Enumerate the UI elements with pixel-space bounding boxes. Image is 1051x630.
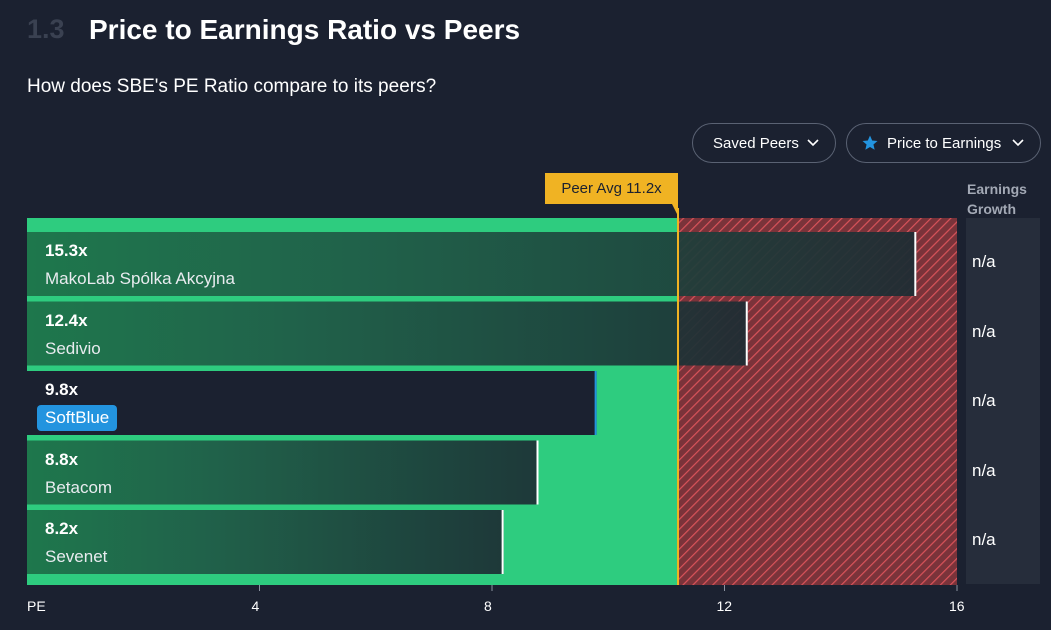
peer-avg-label: Peer Avg 11.2x	[545, 173, 678, 204]
earnings-growth-header[interactable]: Earnings Growth	[967, 179, 1027, 220]
chevron-down-icon	[807, 139, 819, 147]
earnings-growth-value: n/a	[972, 530, 996, 549]
x-tick-label: 8	[484, 598, 492, 614]
earnings-growth-value: n/a	[972, 252, 996, 271]
company-name[interactable]: Sevenet	[45, 547, 108, 566]
section-number: 1.3	[27, 14, 65, 44]
section-title: Price to Earnings Ratio vs Peers	[89, 14, 521, 45]
bar-2[interactable]	[27, 371, 597, 435]
bar-value-label: 12.4x	[45, 310, 88, 330]
bar-value-label: 8.8x	[45, 449, 79, 469]
metric-dropdown[interactable]: Price to Earnings	[846, 123, 1041, 163]
bar-4[interactable]	[27, 510, 504, 574]
company-name[interactable]: Betacom	[45, 477, 113, 497]
earnings-growth-value: n/a	[972, 321, 996, 341]
bar-1[interactable]	[27, 301, 748, 366]
earnings-growth-value: n/a	[972, 460, 996, 480]
bar-value-label: 9.8x	[45, 380, 79, 399]
earnings-growth-value: n/a	[972, 391, 996, 410]
saved-peers-dropdown[interactable]: Saved Peers	[692, 123, 836, 163]
bar-value-label: 8.2x	[45, 519, 79, 538]
star-icon	[862, 135, 878, 150]
chevron-down-icon	[1012, 139, 1024, 147]
peer-avg-pointer	[672, 204, 678, 216]
x-tick-label: 12	[716, 598, 733, 614]
company-name[interactable]: MakoLab Spólka Akcyjna	[45, 269, 235, 288]
company-name[interactable]: Sedivio	[45, 338, 101, 358]
chart-subtitle: How does SBE's PE Ratio compare to its p…	[27, 76, 437, 97]
x-tick-label: 16	[949, 598, 965, 614]
x-axis-label: PE	[27, 598, 46, 614]
bar-value-label: 15.3x	[45, 241, 88, 260]
earnings-growth-panel	[966, 218, 1040, 584]
saved-peers-label: Saved Peers	[713, 134, 799, 152]
x-tick-label: 4	[251, 598, 260, 614]
company-name-highlight[interactable]: SoftBlue	[37, 405, 118, 431]
metric-label: Price to Earnings	[887, 134, 1002, 152]
bar-3[interactable]	[27, 440, 539, 505]
bar-0[interactable]	[27, 232, 917, 296]
